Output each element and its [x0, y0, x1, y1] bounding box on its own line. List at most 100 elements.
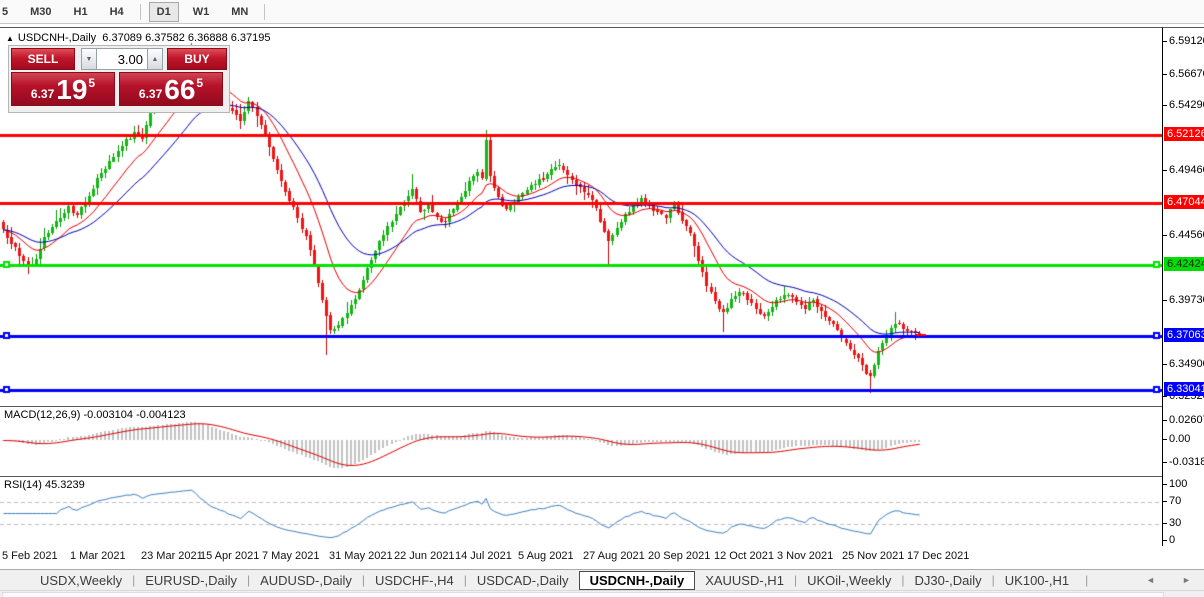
price-tick-mark	[1163, 300, 1167, 301]
volume-input[interactable]	[97, 48, 147, 70]
price-tick-mark	[1163, 235, 1167, 236]
price-tick-mark	[1163, 523, 1167, 524]
buy-price-prefix: 6.37	[138, 87, 163, 101]
price-tick-label: 6.56670	[1169, 68, 1204, 80]
sell-price-pip: 5	[88, 76, 96, 90]
toolbar-separator	[264, 3, 266, 20]
collapse-panel-icon[interactable]: ▲	[6, 34, 14, 43]
chart-tab-usdchf-h4[interactable]: USDCHF-,H4	[374, 572, 454, 588]
rsi-canvas[interactable]	[0, 477, 1162, 546]
price-tick-label: -0.03187	[1169, 456, 1204, 468]
one-click-trade-panel: SELL ▼ ▲ BUY 6.37 19 5 6.37 66 5	[8, 45, 230, 113]
buy-price-display[interactable]: 6.37 66 5	[119, 72, 223, 106]
time-axis-label: 12 Oct 2021	[714, 550, 774, 562]
time-axis-label: 23 Mar 2021	[141, 550, 203, 562]
trade-panel-prices: 6.37 19 5 6.37 66 5	[11, 72, 227, 106]
tab-separator: |	[246, 573, 251, 587]
price-tick-label: 6.54290	[1169, 99, 1204, 111]
chart-tab-eurusd-daily[interactable]: EURUSD-,Daily	[145, 572, 237, 588]
price-tick-label: 6.39730	[1169, 294, 1204, 306]
tab-separator: |	[463, 573, 467, 587]
price-tick-label: 6.44560	[1169, 229, 1204, 241]
tab-separator: |	[991, 573, 995, 587]
period-button-w1[interactable]: W1	[192, 5, 210, 18]
buy-button[interactable]: BUY	[167, 48, 227, 70]
chart-title: USDCNH-,Daily	[17, 32, 97, 44]
value-axis-column	[1162, 27, 1204, 547]
rsi-label: RSI(14) 45.3239	[4, 479, 85, 491]
chevron-down-icon: ▼	[85, 55, 93, 63]
chart-tab-xauusd-h1[interactable]: XAUUSD-,H1	[705, 572, 784, 588]
tab-separator: |	[361, 573, 365, 587]
price-tick-label: 0.02607	[1169, 414, 1204, 426]
chart-tab-usdcad-daily[interactable]: USDCAD-,Daily	[476, 572, 569, 588]
time-axis-label: 31 May 2021	[329, 550, 393, 562]
period-button-h4[interactable]: H4	[109, 5, 124, 18]
chart-tab-audusd-daily[interactable]: AUDUSD-,Daily	[260, 572, 352, 588]
time-axis-label: 27 Aug 2021	[583, 550, 645, 562]
tab-scroll-left-icon[interactable]: ◄	[1146, 575, 1155, 585]
time-axis-label: 5 Feb 2021	[2, 550, 58, 562]
price-tick-label: 6.34900	[1169, 358, 1204, 370]
sell-button[interactable]: SELL	[11, 48, 75, 70]
buy-price-main: 66	[164, 74, 196, 105]
chart-ohlc-values: 6.37089 6.37582 6.36888 6.37195	[102, 32, 271, 44]
price-line-tag: 6.33041	[1164, 382, 1204, 396]
period-button-m30[interactable]: M30	[30, 5, 52, 18]
time-axis-label: 14 Jul 2021	[455, 550, 512, 562]
price-tick-mark	[1163, 41, 1167, 42]
tab-separator: |	[793, 573, 798, 587]
tab-separator: |	[901, 573, 905, 587]
macd-canvas[interactable]	[0, 407, 1162, 476]
macd-indicator-pane: MACD(12,26,9) -0.003104 -0.004123	[0, 406, 1162, 476]
rsi-indicator-pane: RSI(14) 45.3239	[0, 476, 1162, 546]
price-tick-label: 6.49460	[1169, 164, 1204, 176]
sell-price-main: 19	[56, 74, 88, 105]
tab-scroll-right-icon[interactable]: ►	[1182, 575, 1191, 585]
price-line-tag: 6.42424	[1164, 257, 1204, 271]
time-axis-label: 15 Apr 2021	[200, 550, 260, 562]
tab-separator: |	[132, 573, 136, 587]
time-axis: 5 Feb 2021 1 Mar 2021 23 Mar 2021 15 Apr 20…	[0, 546, 1204, 569]
price-tick-mark	[1163, 364, 1167, 365]
chart-tab-usdx-weekly[interactable]: USDX,Weekly	[40, 572, 123, 588]
chart-tab-usdcnh-daily[interactable]: USDCNH-,Daily	[578, 570, 696, 590]
scrollbar-thumb[interactable]	[2, 592, 1164, 597]
chart-tab-uk100-h1[interactable]: UK100-,H1	[1004, 572, 1070, 588]
sell-price-prefix: 6.37	[30, 87, 55, 101]
price-tick-mark	[1163, 462, 1167, 463]
macd-label: MACD(12,26,9) -0.003104 -0.004123	[4, 409, 186, 421]
chart-tab-ukoil-weekly[interactable]: UKOil-,Weekly	[807, 572, 892, 588]
time-axis-label: 1 Mar 2021	[70, 550, 126, 562]
price-tick-mark	[1163, 74, 1167, 75]
time-axis-label: 3 Nov 2021	[777, 550, 834, 562]
price-line-tag: 6.52126	[1164, 127, 1204, 141]
toolbar-separator	[139, 3, 141, 20]
chart-tab-dj30-daily[interactable]: DJ30-,Daily	[914, 572, 982, 588]
volume-increase-button[interactable]: ▲	[147, 48, 163, 70]
price-tick-mark	[1163, 484, 1167, 485]
volume-decrease-button[interactable]: ▼	[81, 48, 97, 70]
horizontal-scrollbar[interactable]	[0, 590, 1204, 597]
buy-price-pip: 5	[196, 76, 204, 90]
price-chart-pane: ▲ USDCNH-,Daily 6.37089 6.37582 6.36888 6…	[0, 27, 1162, 406]
chevron-up-icon: ▲	[151, 55, 159, 63]
price-tick-mark	[1163, 396, 1167, 397]
sell-price-display[interactable]: 6.37 19 5	[11, 72, 115, 106]
period-button-d1[interactable]: D1	[148, 1, 179, 22]
period-toolbar: 5 M30 H1 H4 D1 W1 MN	[0, 0, 1204, 24]
price-tick-label: 70	[1169, 495, 1182, 507]
price-tick-mark	[1163, 439, 1167, 440]
chart-tab-bar: USDX,Weekly | EURUSD-,Daily | AUDUSD-,Daily |…	[0, 569, 1204, 590]
chart-ohlc-header: ▲ USDCNH-,Daily 6.37089 6.37582 6.36888 6…	[6, 32, 271, 44]
time-axis-label: 7 May 2021	[262, 550, 320, 562]
period-button-h1[interactable]: H1	[73, 5, 88, 18]
time-axis-label: 17 Dec 2021	[907, 550, 970, 562]
trade-panel-controls: SELL ▼ ▲ BUY	[11, 48, 227, 70]
price-tick-mark	[1163, 105, 1167, 106]
period-button-mn[interactable]: MN	[231, 5, 249, 18]
price-tick-label: 0	[1169, 534, 1176, 546]
price-tick-mark	[1163, 540, 1167, 541]
period-button-5[interactable]: 5	[2, 5, 9, 18]
